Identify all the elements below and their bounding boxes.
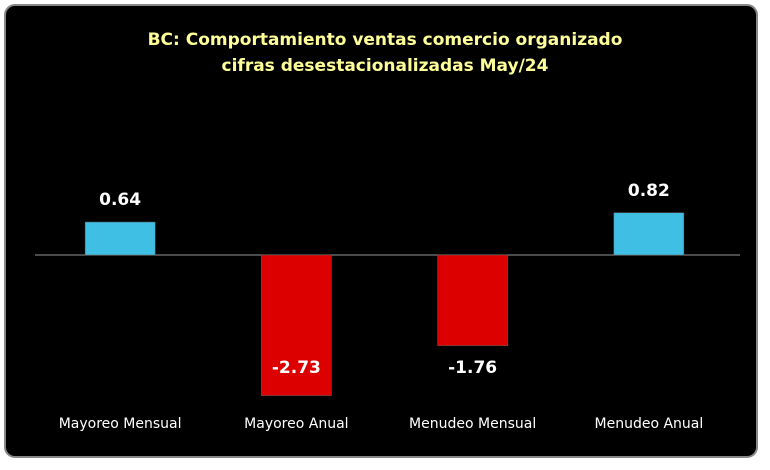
x-tick-label: Mayoreo Anual [244,416,348,432]
bar [613,212,685,256]
value-label: 0.64 [99,190,141,210]
chart-subtitle: cifras desestacionalizadas May/24 [222,56,549,76]
value-label: -1.76 [448,358,497,378]
value-label: -2.73 [272,358,321,378]
value-label: 0.82 [628,181,670,201]
x-tick-label: Mayoreo Mensual [59,416,182,432]
bar [437,254,508,346]
chart-title: BC: Comportamiento ventas comercio organ… [148,30,623,50]
x-tick-label: Menudeo Anual [595,416,704,432]
bar [261,254,332,396]
x-tick-label: Menudeo Mensual [409,416,536,432]
chart-frame [4,4,758,458]
bar [84,221,156,256]
